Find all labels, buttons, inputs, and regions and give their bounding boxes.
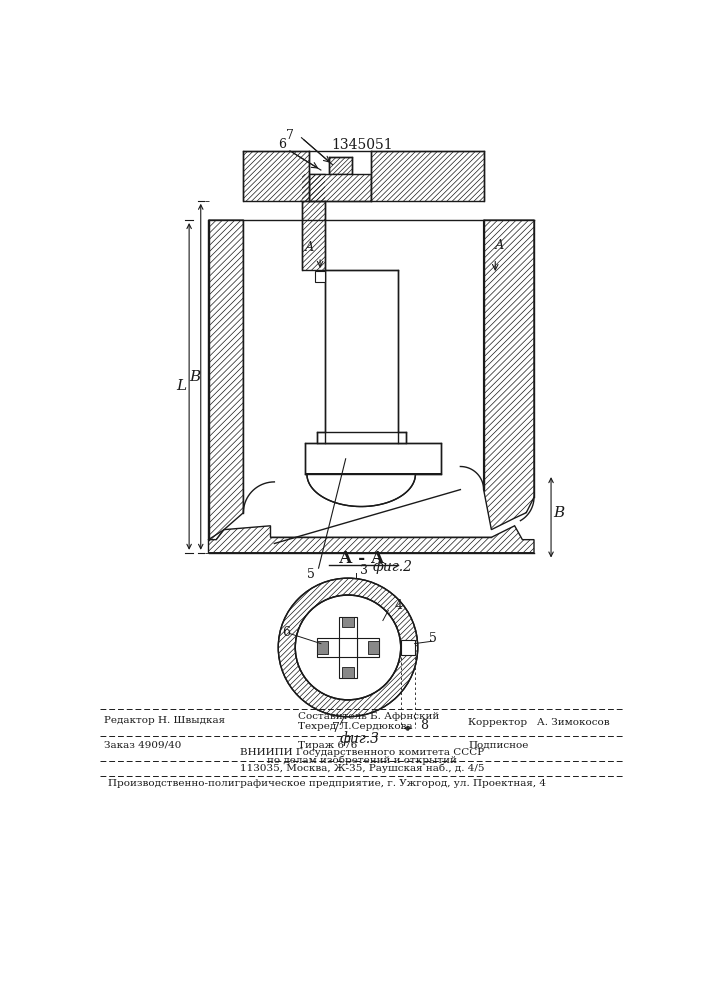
Text: А: А — [494, 239, 504, 252]
Text: Составитель Б. Афонский: Составитель Б. Афонский — [298, 712, 439, 721]
Circle shape — [296, 595, 401, 700]
Polygon shape — [243, 151, 309, 201]
Text: А - А: А - А — [339, 550, 385, 567]
Bar — [341, 667, 354, 678]
Text: Заказ 4909/40: Заказ 4909/40 — [104, 741, 181, 750]
Bar — [317, 638, 379, 657]
Text: Производственно-полиграфическое предприятие, г. Ужгород, ул. Проектная, 4: Производственно-полиграфическое предприя… — [107, 779, 546, 788]
Text: по делам изобретений и открытий: по делам изобретений и открытий — [267, 756, 457, 765]
Polygon shape — [209, 220, 243, 540]
Text: 7: 7 — [286, 129, 294, 142]
Circle shape — [296, 595, 401, 700]
Text: 113035, Москва, Ж-35, Раушская наб., д. 4/5: 113035, Москва, Ж-35, Раушская наб., д. … — [240, 764, 484, 773]
Polygon shape — [317, 432, 406, 443]
Text: 5: 5 — [429, 632, 437, 645]
Text: 6: 6 — [282, 626, 290, 639]
Text: 4: 4 — [395, 599, 402, 612]
Text: ВНИИПИ Государственного комитета СССР: ВНИИПИ Государственного комитета СССР — [240, 748, 484, 757]
Text: B: B — [553, 506, 564, 520]
Text: фиг.2: фиг.2 — [372, 559, 412, 574]
Polygon shape — [325, 270, 398, 443]
Circle shape — [279, 578, 418, 717]
Polygon shape — [329, 157, 352, 174]
Text: L: L — [176, 379, 187, 393]
Text: Корректор   А. Зимокосов: Корректор А. Зимокосов — [468, 718, 609, 727]
Text: Подписное: Подписное — [468, 741, 529, 750]
Polygon shape — [301, 174, 325, 270]
Text: 5: 5 — [307, 568, 315, 581]
Polygon shape — [305, 474, 441, 507]
Text: А: А — [305, 241, 314, 254]
Text: фиг.3: фиг.3 — [339, 731, 380, 746]
Text: Редактор Н. Швыдкая: Редактор Н. Швыдкая — [104, 716, 225, 725]
Bar — [341, 617, 354, 627]
Text: 6: 6 — [278, 138, 286, 151]
Text: Техред Л.Сердюкова: Техред Л.Сердюкова — [298, 722, 412, 731]
Bar — [339, 617, 357, 678]
Polygon shape — [305, 443, 441, 474]
Bar — [339, 638, 357, 657]
Text: 8: 8 — [420, 719, 428, 732]
Polygon shape — [371, 151, 484, 201]
Text: 7: 7 — [332, 722, 340, 735]
Bar — [368, 641, 379, 654]
Text: Тираж 676: Тираж 676 — [298, 741, 357, 750]
Polygon shape — [484, 220, 534, 530]
Polygon shape — [209, 526, 534, 553]
Bar — [401, 640, 414, 655]
Polygon shape — [309, 174, 371, 201]
Text: 1345051: 1345051 — [331, 138, 393, 152]
Bar — [317, 641, 328, 654]
Text: 3: 3 — [359, 564, 368, 577]
Bar — [315, 271, 325, 282]
Text: B: B — [189, 370, 200, 384]
